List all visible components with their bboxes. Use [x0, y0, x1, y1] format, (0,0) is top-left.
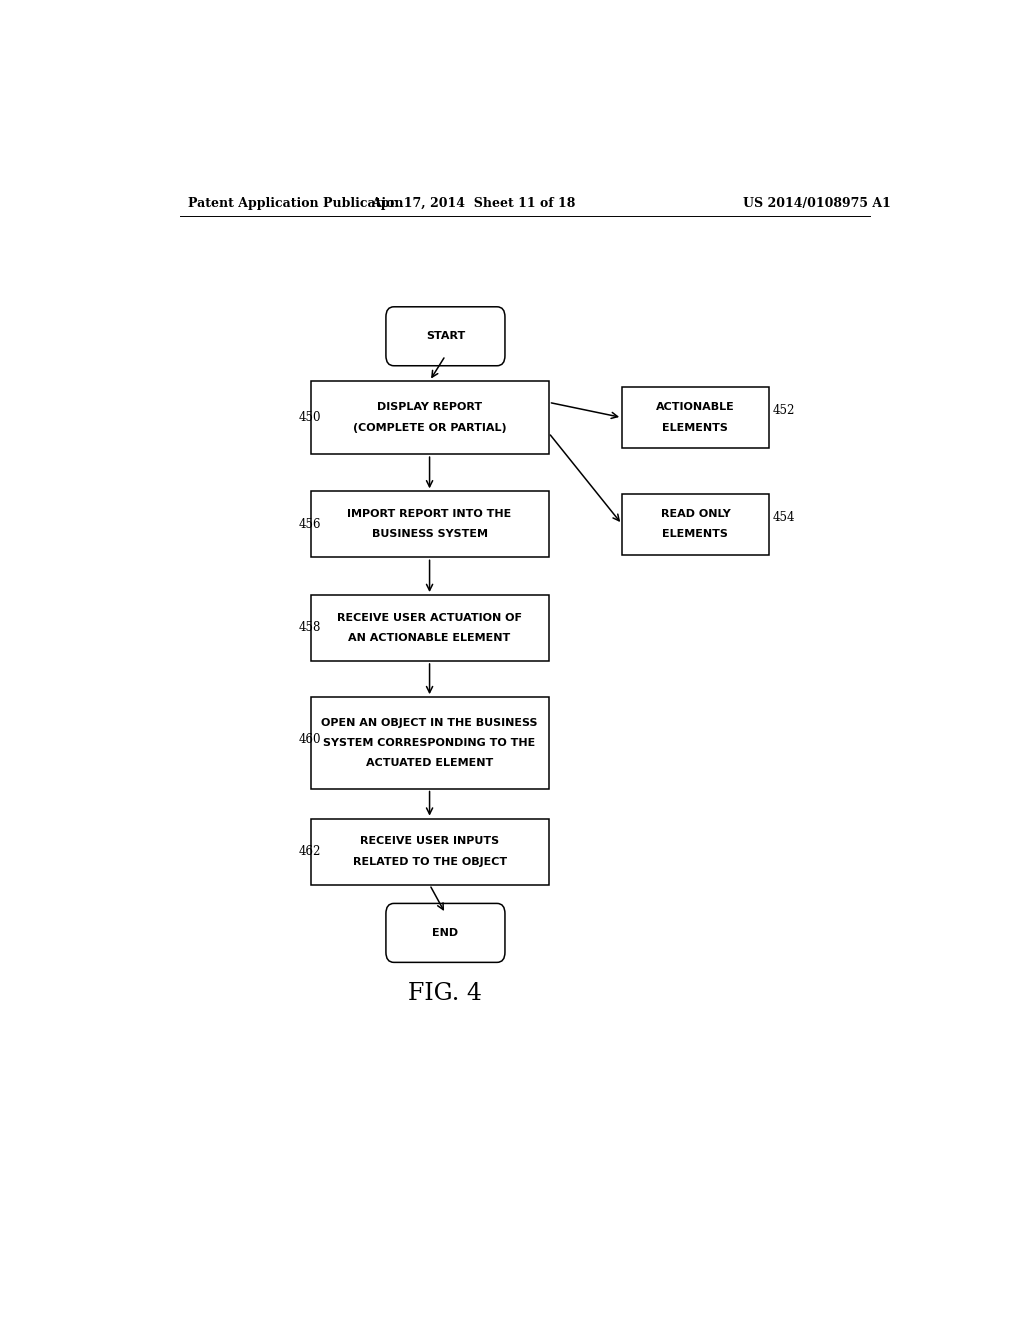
Text: SYSTEM CORRESPONDING TO THE: SYSTEM CORRESPONDING TO THE [324, 738, 536, 748]
Bar [310, 381, 549, 454]
Text: 456: 456 [299, 517, 322, 531]
Text: 458: 458 [299, 622, 321, 635]
Text: Apr. 17, 2014  Sheet 11 of 18: Apr. 17, 2014 Sheet 11 of 18 [371, 197, 575, 210]
Text: ELEMENTS: ELEMENTS [663, 422, 728, 433]
Text: AN ACTIONABLE ELEMENT: AN ACTIONABLE ELEMENT [348, 634, 511, 643]
Text: FIG. 4: FIG. 4 [409, 982, 482, 1006]
Text: 454: 454 [772, 511, 795, 524]
Bar [622, 494, 769, 554]
Bar [310, 491, 549, 557]
Text: 460: 460 [299, 734, 322, 746]
Text: BUSINESS SYSTEM: BUSINESS SYSTEM [372, 529, 487, 540]
Text: START: START [426, 331, 465, 342]
Text: (COMPLETE OR PARTIAL): (COMPLETE OR PARTIAL) [352, 422, 507, 433]
Text: OPEN AN OBJECT IN THE BUSINESS: OPEN AN OBJECT IN THE BUSINESS [322, 718, 538, 727]
Text: ELEMENTS: ELEMENTS [663, 529, 728, 540]
Bar [310, 595, 549, 661]
FancyBboxPatch shape [386, 306, 505, 366]
Text: RECEIVE USER INPUTS: RECEIVE USER INPUTS [360, 837, 499, 846]
Bar [310, 697, 549, 788]
Text: 450: 450 [299, 411, 322, 424]
Text: ACTIONABLE: ACTIONABLE [656, 403, 735, 412]
Text: ACTUATED ELEMENT: ACTUATED ELEMENT [366, 758, 494, 768]
Text: Patent Application Publication: Patent Application Publication [187, 197, 403, 210]
Text: RELATED TO THE OBJECT: RELATED TO THE OBJECT [352, 857, 507, 867]
FancyBboxPatch shape [386, 903, 505, 962]
Text: 462: 462 [299, 845, 321, 858]
Text: RECEIVE USER ACTUATION OF: RECEIVE USER ACTUATION OF [337, 612, 522, 623]
Text: IMPORT REPORT INTO THE: IMPORT REPORT INTO THE [347, 510, 512, 519]
Text: READ ONLY: READ ONLY [660, 510, 730, 519]
Text: DISPLAY REPORT: DISPLAY REPORT [377, 403, 482, 412]
Text: 452: 452 [772, 404, 795, 417]
Text: US 2014/0108975 A1: US 2014/0108975 A1 [743, 197, 891, 210]
Text: END: END [432, 928, 459, 939]
Bar [622, 387, 769, 447]
Bar [310, 818, 549, 884]
